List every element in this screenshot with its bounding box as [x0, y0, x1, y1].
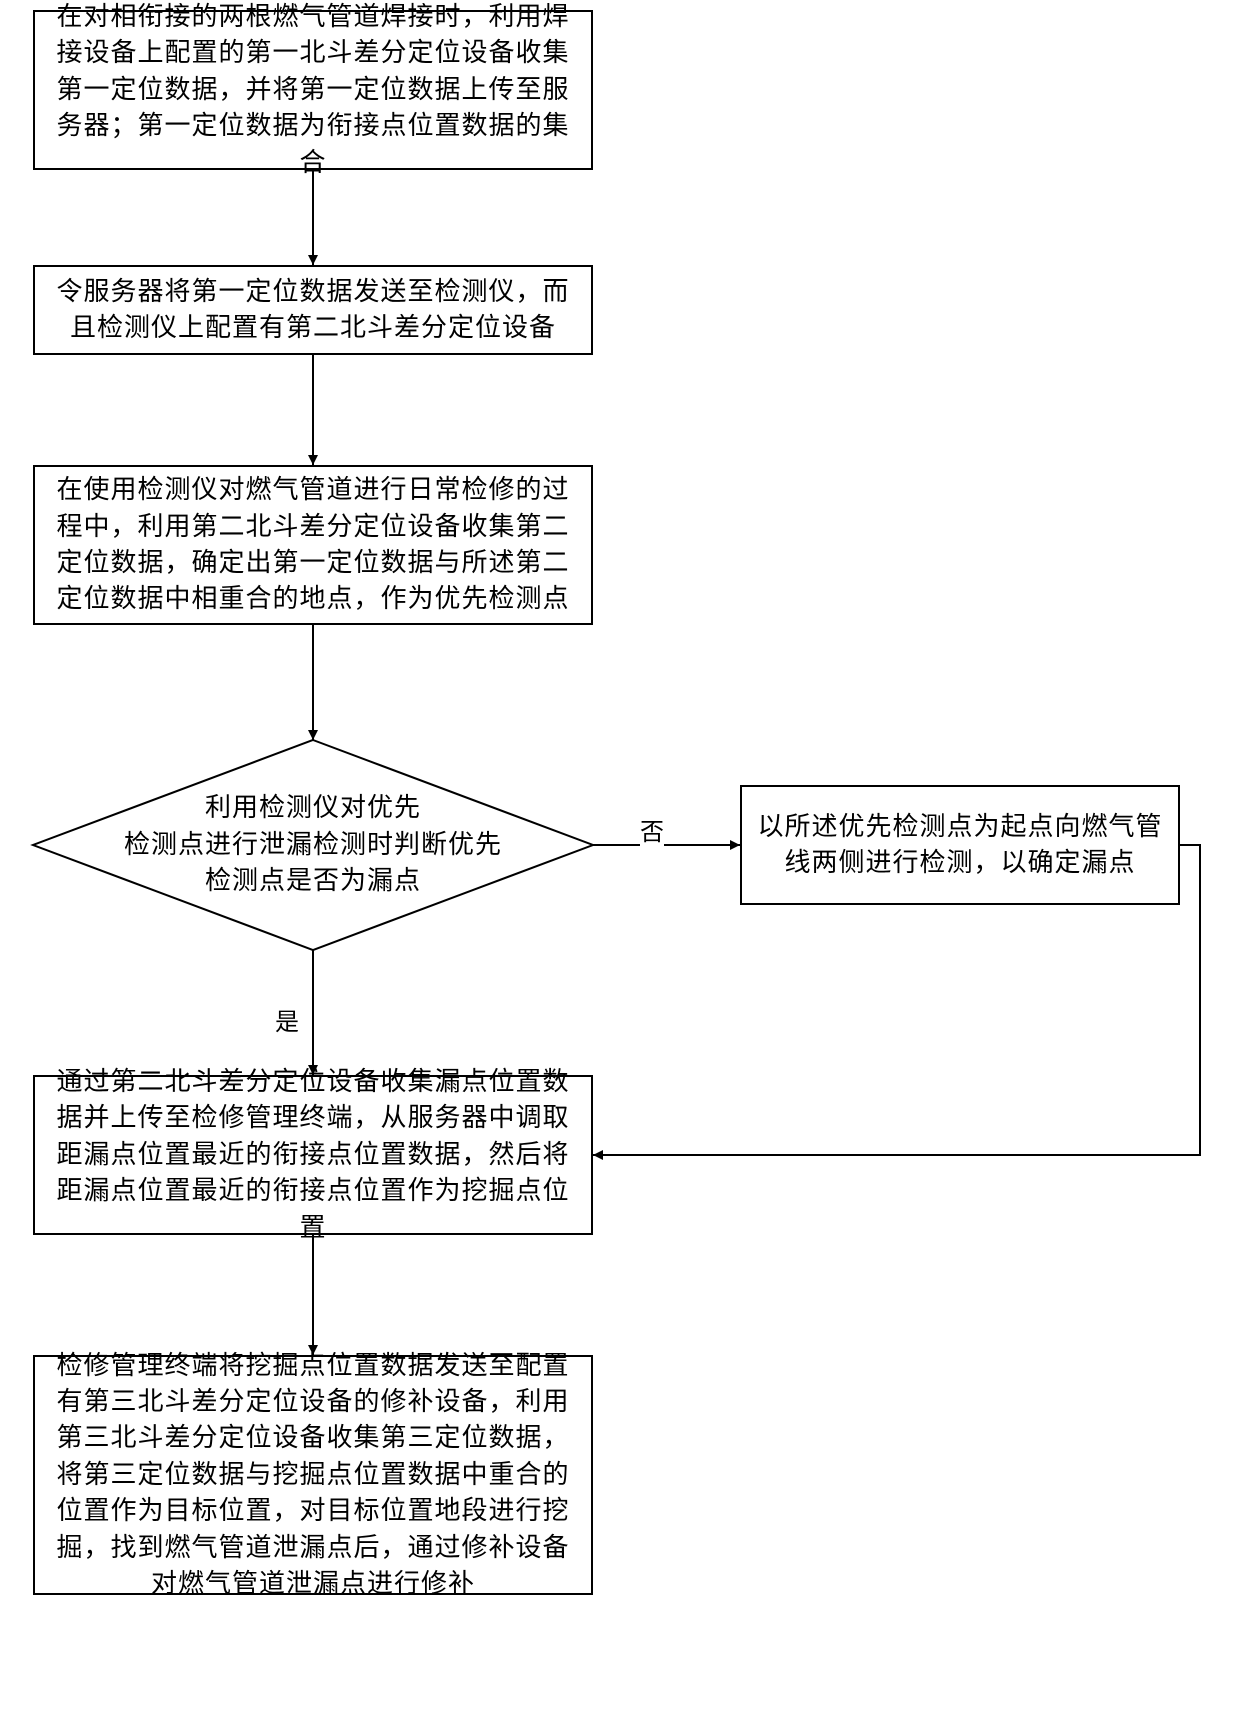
label-yes: 是 [275, 1002, 299, 1037]
flowchart-container: 在对相衔接的两根燃气管道焊接时，利用焊接设备上配置的第一北斗差分定位设备收集第一… [0, 0, 1240, 1714]
process-step-3-text: 在使用检测仪对燃气管道进行日常检修的过程中，利用第二北斗差分定位设备收集第二定位… [47, 472, 579, 618]
process-step-1-text: 在对相衔接的两根燃气管道焊接时，利用焊接设备上配置的第一北斗差分定位设备收集第一… [47, 0, 579, 181]
decision-node: 利用检测仪对优先 检测点进行泄漏检测时判断优先 检测点是否为漏点 [33, 740, 593, 950]
process-step-5: 通过第二北斗差分定位设备收集漏点位置数据并上传至检修管理终端，从服务器中调取距漏… [33, 1075, 593, 1235]
process-step-1: 在对相衔接的两根燃气管道焊接时，利用焊接设备上配置的第一北斗差分定位设备收集第一… [33, 10, 593, 170]
process-step-6-text: 检修管理终端将挖掘点位置数据发送至配置有第三北斗差分定位设备的修补设备，利用第三… [47, 1348, 579, 1603]
label-no: 否 [640, 812, 664, 847]
process-side-branch: 以所述优先检测点为起点向燃气管线两侧进行检测，以确定漏点 [740, 785, 1180, 905]
process-step-5-text: 通过第二北斗差分定位设备收集漏点位置数据并上传至检修管理终端，从服务器中调取距漏… [47, 1064, 579, 1246]
decision-text: 利用检测仪对优先 检测点进行泄漏检测时判断优先 检测点是否为漏点 [64, 790, 562, 899]
process-step-2: 令服务器将第一定位数据发送至检测仪，而且检测仪上配置有第二北斗差分定位设备 [33, 265, 593, 355]
process-step-3: 在使用检测仪对燃气管道进行日常检修的过程中，利用第二北斗差分定位设备收集第二定位… [33, 465, 593, 625]
process-step-2-text: 令服务器将第一定位数据发送至检测仪，而且检测仪上配置有第二北斗差分定位设备 [47, 274, 579, 347]
process-step-6: 检修管理终端将挖掘点位置数据发送至配置有第三北斗差分定位设备的修补设备，利用第三… [33, 1355, 593, 1595]
process-side-text: 以所述优先检测点为起点向燃气管线两侧进行检测，以确定漏点 [754, 809, 1166, 882]
